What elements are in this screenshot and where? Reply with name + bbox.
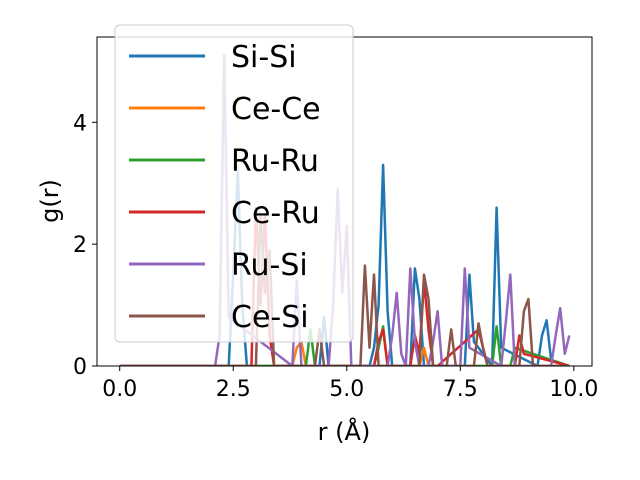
y-tick-label: 0 <box>73 355 87 380</box>
x-tick-label: 7.5 <box>443 377 478 402</box>
x-tick-label: 0.0 <box>102 377 137 402</box>
y-tick-label: 2 <box>73 233 87 258</box>
x-tick-label: 10.0 <box>549 377 598 402</box>
x-axis-label: r (Å) <box>318 417 371 446</box>
y-axis-ticks: 0 2 4 <box>73 111 97 380</box>
x-axis-ticks: 0.0 2.5 5.0 7.5 10.0 <box>102 366 598 402</box>
y-tick-label: 4 <box>73 111 87 136</box>
legend-label: Ru-Ru <box>231 144 319 179</box>
legend-label: Ce-Si <box>231 300 309 335</box>
series-line-ce-si <box>119 212 570 366</box>
legend-label: Ce-Ru <box>231 196 320 231</box>
legend-label: Si-Si <box>231 40 297 75</box>
x-tick-label: 5.0 <box>329 377 364 402</box>
legend-label: Ce-Ce <box>231 92 321 127</box>
series-line-si-si <box>119 163 570 366</box>
x-tick-label: 2.5 <box>216 377 251 402</box>
y-axis-label: g(r) <box>36 179 64 223</box>
legend-label: Ru-Si <box>231 248 308 283</box>
legend: Si-Si Ce-Ce Ru-Ru Ce-Ru Ru-Si Ce-Si <box>114 24 354 343</box>
